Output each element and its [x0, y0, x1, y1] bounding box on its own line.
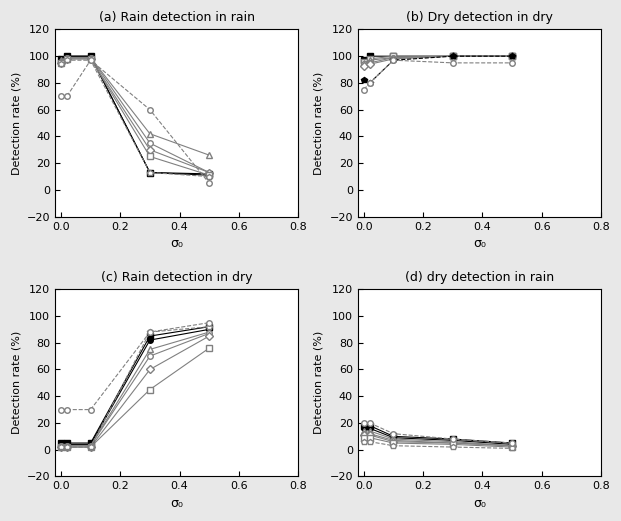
Y-axis label: Detection rate (%): Detection rate (%) [11, 331, 21, 435]
Y-axis label: Detection rate (%): Detection rate (%) [314, 331, 324, 435]
X-axis label: σ₀: σ₀ [473, 497, 486, 510]
X-axis label: σ₀: σ₀ [170, 237, 183, 250]
Y-axis label: Detection rate (%): Detection rate (%) [314, 71, 324, 175]
Title: (b) Dry detection in dry: (b) Dry detection in dry [406, 11, 553, 24]
Title: (d) dry detection in rain: (d) dry detection in rain [405, 271, 554, 284]
Title: (c) Rain detection in dry: (c) Rain detection in dry [101, 271, 252, 284]
Title: (a) Rain detection in rain: (a) Rain detection in rain [99, 11, 255, 24]
Y-axis label: Detection rate (%): Detection rate (%) [11, 71, 21, 175]
X-axis label: σ₀: σ₀ [170, 497, 183, 510]
X-axis label: σ₀: σ₀ [473, 237, 486, 250]
